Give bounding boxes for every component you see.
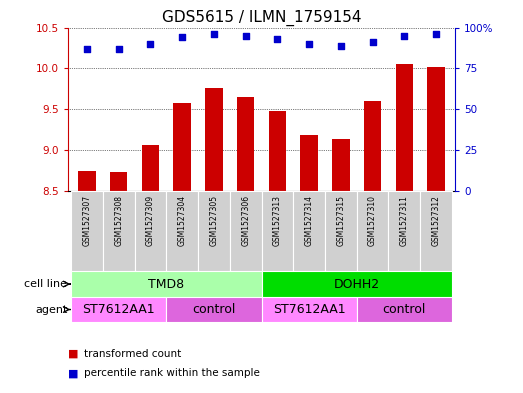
Point — [305, 41, 313, 47]
Bar — [166, 191, 198, 271]
Text: GSM1527313: GSM1527313 — [273, 195, 282, 246]
Text: control: control — [192, 303, 235, 316]
Text: cell line: cell line — [25, 279, 67, 289]
Bar — [357, 297, 452, 322]
Bar — [166, 297, 262, 322]
Text: GSM1527308: GSM1527308 — [114, 195, 123, 246]
Bar — [110, 173, 128, 191]
Bar — [230, 191, 262, 271]
Bar — [71, 297, 166, 322]
Text: TMD8: TMD8 — [148, 277, 185, 290]
Bar — [205, 88, 223, 191]
Bar — [103, 191, 134, 271]
Point — [210, 31, 218, 37]
Point — [83, 46, 91, 52]
Bar — [332, 139, 349, 191]
Point — [146, 41, 155, 47]
Text: ST7612AA1: ST7612AA1 — [83, 303, 155, 316]
Point — [432, 31, 440, 37]
Bar — [395, 64, 413, 191]
Text: DOHH2: DOHH2 — [334, 277, 380, 290]
Point — [178, 34, 186, 40]
Point — [242, 33, 250, 39]
Bar — [262, 191, 293, 271]
Text: percentile rank within the sample: percentile rank within the sample — [84, 368, 259, 378]
Text: control: control — [382, 303, 426, 316]
Text: GSM1527306: GSM1527306 — [241, 195, 250, 246]
Text: GSM1527309: GSM1527309 — [146, 195, 155, 246]
Point — [368, 39, 377, 45]
Bar — [142, 145, 159, 191]
Point — [115, 46, 123, 52]
Text: GSM1527312: GSM1527312 — [431, 195, 440, 246]
Text: transformed count: transformed count — [84, 349, 181, 359]
Text: ■: ■ — [68, 349, 78, 359]
Text: GSM1527307: GSM1527307 — [83, 195, 92, 246]
Point — [400, 33, 408, 39]
Bar — [262, 271, 452, 297]
Text: GSM1527315: GSM1527315 — [336, 195, 345, 246]
Bar — [325, 191, 357, 271]
Text: ■: ■ — [68, 368, 78, 378]
Bar — [357, 191, 389, 271]
Bar — [237, 97, 254, 191]
Bar — [134, 191, 166, 271]
Text: agent: agent — [35, 305, 67, 314]
Bar — [262, 297, 357, 322]
Bar — [198, 191, 230, 271]
Bar — [300, 135, 318, 191]
Text: GSM1527305: GSM1527305 — [209, 195, 219, 246]
Bar — [71, 271, 262, 297]
Text: ST7612AA1: ST7612AA1 — [273, 303, 345, 316]
Text: GSM1527311: GSM1527311 — [400, 195, 409, 246]
Bar — [427, 67, 445, 191]
Title: GDS5615 / ILMN_1759154: GDS5615 / ILMN_1759154 — [162, 10, 361, 26]
Bar — [389, 191, 420, 271]
Bar — [269, 111, 286, 191]
Bar — [293, 191, 325, 271]
Point — [273, 36, 281, 42]
Text: GSM1527310: GSM1527310 — [368, 195, 377, 246]
Bar — [78, 171, 96, 191]
Text: GSM1527314: GSM1527314 — [304, 195, 314, 246]
Bar — [364, 101, 381, 191]
Text: GSM1527304: GSM1527304 — [178, 195, 187, 246]
Bar — [71, 191, 103, 271]
Point — [337, 42, 345, 49]
Bar — [174, 103, 191, 191]
Bar — [420, 191, 452, 271]
